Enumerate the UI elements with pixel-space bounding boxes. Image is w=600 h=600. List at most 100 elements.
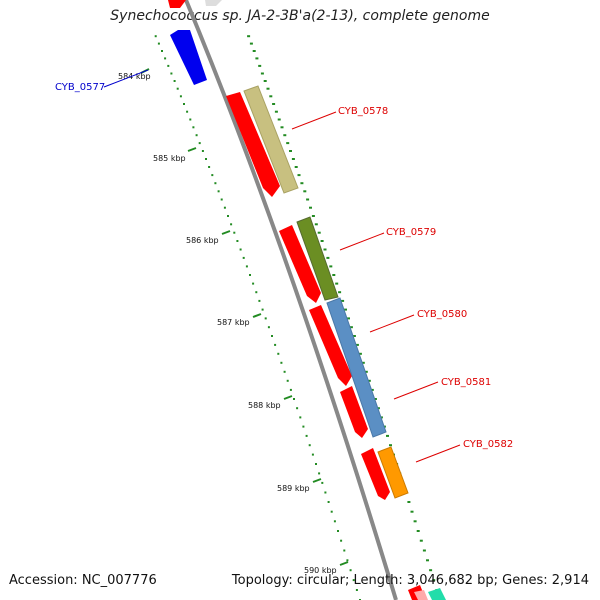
track-dot	[320, 240, 324, 242]
track-dot	[258, 299, 261, 302]
track-dot	[305, 434, 308, 437]
cds-arrow[interactable]	[340, 386, 368, 438]
track-dot	[239, 248, 242, 251]
track-dot	[416, 530, 420, 532]
track-dot	[407, 501, 411, 503]
cds-arrow[interactable]	[279, 225, 321, 303]
track-dot	[271, 335, 273, 337]
gene-label-cyb-0581[interactable]: CYB_0581	[441, 377, 491, 388]
track-dot	[389, 444, 392, 447]
track-dot	[277, 352, 280, 355]
gene-bar-cyb-0579[interactable]	[296, 216, 339, 301]
inner-tick-track	[154, 35, 361, 600]
track-dot	[349, 569, 352, 572]
track-dot	[211, 174, 214, 177]
gene-label-cyb-0580[interactable]: CYB_0580	[417, 309, 467, 320]
track-dot	[376, 407, 380, 410]
track-dot	[291, 158, 295, 160]
track-dot	[300, 182, 304, 185]
kbp-tick-label: 585 kbp	[153, 154, 186, 163]
track-dot	[324, 491, 327, 494]
track-dot	[317, 231, 321, 234]
gene-label-cyb-0579[interactable]: CYB_0579	[386, 227, 436, 238]
track-dot	[286, 379, 289, 382]
track-dot	[361, 361, 365, 364]
track-dot	[299, 416, 302, 419]
track-dot	[173, 80, 176, 82]
track-dot	[189, 118, 192, 121]
track-dot	[340, 539, 343, 542]
track-dot	[249, 42, 253, 45]
track-dot	[255, 291, 258, 294]
track-dot	[258, 64, 262, 67]
cds-arrow[interactable]	[226, 92, 280, 197]
kbp-tick-label: 590 kbp	[304, 566, 337, 575]
track-dot	[186, 110, 189, 113]
track-dot	[242, 256, 245, 259]
track-dot	[157, 42, 160, 45]
gene-label-cyb-0578[interactable]: CYB_0578	[338, 106, 388, 117]
track-dot	[321, 481, 324, 484]
track-dot	[293, 398, 295, 400]
track-dot	[335, 282, 339, 285]
gene-bar-cyb-0580[interactable]	[326, 297, 387, 438]
track-dot	[327, 501, 330, 503]
track-dot	[337, 530, 339, 532]
kbp-tick-mark	[221, 230, 231, 235]
track-dot	[272, 103, 276, 105]
track-dot	[183, 103, 185, 105]
kbp-tick-mark	[339, 561, 349, 566]
track-dot	[315, 463, 317, 465]
track-dot	[302, 425, 305, 428]
track-dot	[192, 126, 195, 129]
cds-arrow[interactable]	[309, 305, 352, 386]
track-dot	[347, 317, 350, 320]
track-dot	[283, 370, 286, 373]
cds-arrow[interactable]	[361, 448, 390, 500]
track-dot	[426, 559, 429, 562]
track-dot	[260, 72, 264, 75]
partial-feature-bottom-teal	[428, 588, 446, 600]
track-dot	[277, 118, 281, 121]
track-dot	[309, 206, 312, 209]
track-dot	[429, 569, 433, 572]
gene-label-cyb-0577[interactable]: CYB_0577	[55, 82, 105, 93]
kbp-tick-label: 586 kbp	[186, 236, 219, 245]
track-dot	[252, 282, 255, 285]
track-dot	[255, 57, 259, 60]
gene-label-cyb-0582[interactable]: CYB_0582	[463, 439, 513, 450]
track-dot	[355, 589, 358, 591]
track-dot	[161, 50, 163, 52]
track-dot	[274, 343, 277, 346]
track-dot	[311, 215, 315, 217]
gene-bar-cyb-0577[interactable]	[170, 30, 207, 85]
gene-leader-line-cyb-0577	[103, 69, 149, 88]
track-dot	[261, 308, 264, 311]
gene-leader-line-cyb-0579	[339, 232, 385, 251]
track-dot	[358, 352, 362, 355]
track-dot	[314, 223, 318, 226]
gene-bar-cyb-0578[interactable]	[243, 85, 299, 194]
track-dot	[364, 370, 368, 373]
track-dot	[220, 198, 223, 201]
partial-feature-bottom-pink	[414, 590, 428, 600]
track-dot	[294, 166, 298, 168]
track-dot	[280, 126, 284, 129]
track-dot	[176, 87, 179, 90]
track-dot	[297, 174, 301, 177]
accession-text: Accession: NC_007776	[9, 573, 157, 588]
track-dot	[214, 182, 217, 185]
gene-bar-cyb-0582[interactable]	[377, 446, 409, 499]
track-dot	[286, 142, 290, 145]
track-dot	[373, 398, 377, 400]
kbp-tick-mark	[312, 478, 322, 483]
track-dot	[410, 510, 414, 513]
track-dot	[413, 520, 417, 523]
track-dot	[367, 379, 371, 382]
track-dot	[267, 326, 270, 329]
track-dot	[343, 549, 346, 552]
partial-feature-top-grey	[205, 0, 222, 6]
track-dot	[283, 134, 287, 137]
track-dot	[308, 444, 311, 447]
